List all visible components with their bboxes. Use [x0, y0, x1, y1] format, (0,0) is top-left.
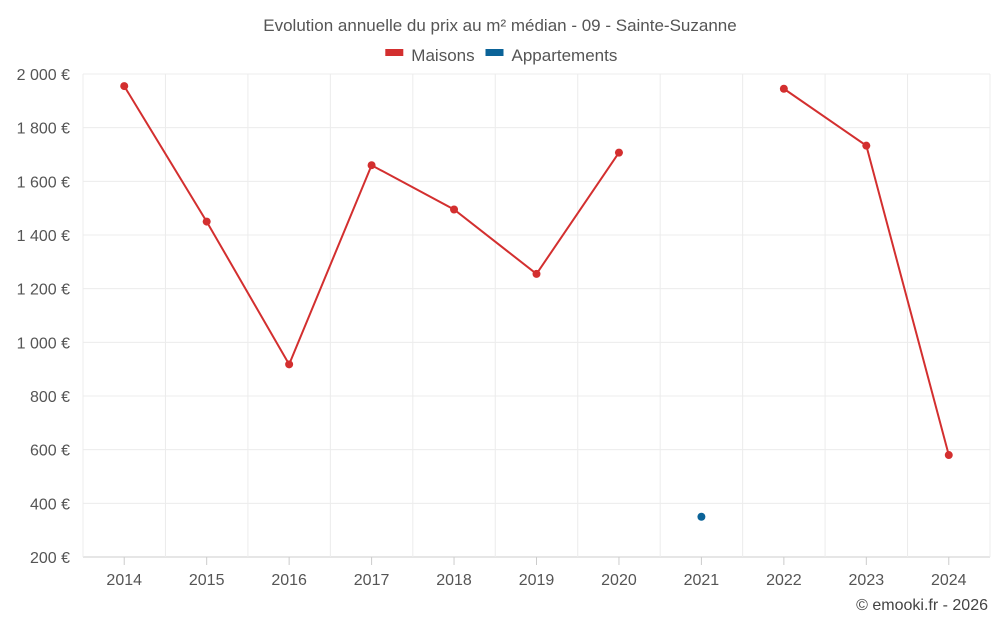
legend: Maisons Appartements — [385, 46, 617, 65]
x-tick-label: 2019 — [519, 572, 555, 589]
data-point — [450, 205, 459, 214]
legend-swatch — [485, 49, 504, 56]
data-point — [944, 451, 953, 460]
data-point — [862, 141, 871, 150]
data-point — [532, 269, 541, 278]
x-tick-label: 2014 — [106, 572, 142, 589]
x-tick-label: 2024 — [931, 572, 967, 589]
data-point — [285, 360, 294, 369]
y-tick-label: 600 € — [30, 443, 70, 460]
series-maisons — [120, 82, 953, 460]
y-tick-label: 1 200 € — [17, 282, 70, 299]
y-tick-label: 800 € — [30, 389, 70, 406]
axes: 200 € 400 € 600 € 800 € 1 000 € 1 200 € 1 400 … — [17, 67, 967, 589]
data-point — [367, 161, 376, 170]
series — [120, 82, 953, 521]
y-tick-label: 1 600 € — [17, 174, 70, 191]
data-point — [120, 82, 129, 91]
data-point — [779, 84, 788, 93]
y-tick-label: 2 000 € — [17, 67, 70, 84]
x-tick-label: 2023 — [849, 572, 885, 589]
legend-swatch — [385, 49, 404, 56]
grid — [82, 73, 991, 558]
x-tick-label: 2018 — [436, 572, 472, 589]
credit-text: © emooki.fr - 2026 — [856, 597, 988, 614]
x-tick-label: 2021 — [684, 572, 720, 589]
y-tick-label: 1 800 € — [17, 121, 70, 138]
legend-label: Appartements — [512, 46, 618, 65]
x-tick-label: 2016 — [271, 572, 307, 589]
y-tick-label: 1 000 € — [17, 335, 70, 352]
data-point — [202, 217, 211, 226]
series-appartements — [697, 512, 706, 521]
x-tick-label: 2022 — [766, 572, 802, 589]
chart-title: Evolution annuelle du prix au m² médian … — [263, 16, 736, 35]
y-tick-label: 400 € — [30, 496, 70, 513]
legend-item-appartements: Appartements — [485, 46, 618, 65]
y-tick-label: 1 400 € — [17, 228, 70, 245]
x-tick-label: 2017 — [354, 572, 390, 589]
legend-label: Maisons — [411, 46, 474, 65]
data-point — [614, 148, 623, 157]
data-point — [697, 512, 706, 521]
x-tick-label: 2020 — [601, 572, 637, 589]
y-tick-label: 200 € — [30, 550, 70, 567]
x-tick-label: 2015 — [189, 572, 225, 589]
legend-item-maisons: Maisons — [385, 46, 475, 65]
